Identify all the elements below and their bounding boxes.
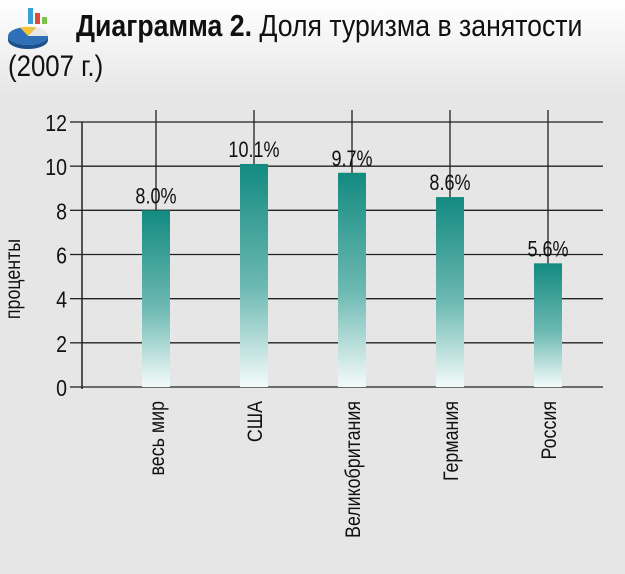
x-category-label: Германия	[440, 401, 464, 481]
y-axis-title: проценты	[2, 239, 26, 319]
data-label: 9.7%	[331, 147, 372, 171]
plot-area: 0 2 4 6 8 10 12 8.0% весь мир 10.1% США 9.7% Великоб…	[0, 96, 625, 574]
bar-chart: 0 2 4 6 8 10 12 8.0% весь мир 10.1% США 9.7% Великоб…	[2, 110, 603, 538]
bar	[436, 197, 464, 387]
y-tick-label: 10	[45, 155, 67, 181]
chart-title: Диаграмма 2. Доля туризма в занятости	[76, 8, 582, 44]
y-tick-label: 4	[56, 287, 67, 313]
data-label: 5.6%	[527, 238, 568, 262]
y-tick-label: 0	[56, 376, 67, 402]
chart-title-bold: Диаграмма 2.	[76, 8, 252, 43]
chart-header: Диаграмма 2. Доля туризма в занятости (2…	[0, 0, 625, 96]
bar	[142, 210, 170, 387]
x-category-label: США	[244, 401, 268, 442]
x-category-label: весь мир	[146, 401, 170, 476]
x-category-label: Россия	[538, 401, 562, 459]
bar	[338, 172, 366, 387]
chart-title-year: (2007 г.)	[8, 50, 104, 83]
y-tick-label: 6	[56, 243, 67, 269]
bar	[240, 163, 268, 387]
y-tick-label: 2	[56, 331, 67, 357]
chart-title-text: Доля туризма в занятости	[259, 8, 583, 43]
y-tick-label: 8	[56, 199, 67, 225]
bar	[534, 263, 562, 387]
data-label: 8.0%	[135, 185, 176, 209]
data-label: 8.6%	[429, 171, 470, 195]
x-category-label: Великобритания	[342, 401, 366, 538]
chart-logo-icon	[8, 8, 49, 49]
data-label: 10.1%	[228, 138, 279, 162]
y-tick-label: 12	[45, 111, 67, 137]
